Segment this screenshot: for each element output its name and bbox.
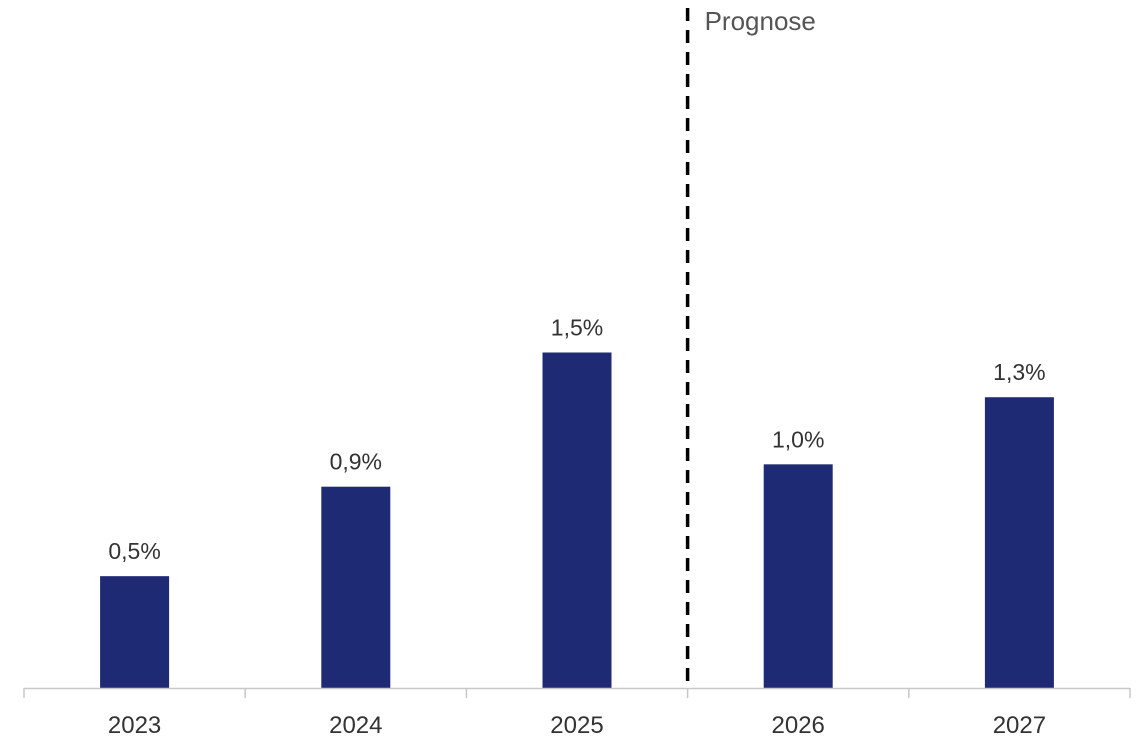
bar-2027 xyxy=(984,397,1054,688)
bar-2025 xyxy=(542,352,612,688)
x-tick-label-2026: 2026 xyxy=(772,712,825,737)
data-label-2023: 0,5% xyxy=(108,538,160,564)
x-axis: 2023 2024 2025 2026 2027 xyxy=(23,687,1131,737)
bar-2023 xyxy=(100,576,170,688)
bar-2026 xyxy=(763,464,833,688)
data-label-2025: 1,5% xyxy=(551,315,603,341)
data-label-2024: 0,9% xyxy=(330,449,382,475)
forecast-annotation: Prognose xyxy=(685,6,816,684)
x-tick-label-2025: 2025 xyxy=(550,712,603,737)
data-label-2027: 1,3% xyxy=(993,359,1045,385)
bar-2024 xyxy=(321,486,391,688)
data-label-2026: 1,0% xyxy=(772,426,824,452)
x-tick-label-2024: 2024 xyxy=(329,712,382,737)
bars-layer xyxy=(100,352,1054,688)
x-tick-label-2023: 2023 xyxy=(108,712,161,737)
data-labels-layer: 0,5% 0,9% 1,5% 1,0% 1,3% xyxy=(108,315,1045,565)
forecast-label: Prognose xyxy=(705,6,816,36)
x-tick-label-2027: 2027 xyxy=(993,712,1046,737)
